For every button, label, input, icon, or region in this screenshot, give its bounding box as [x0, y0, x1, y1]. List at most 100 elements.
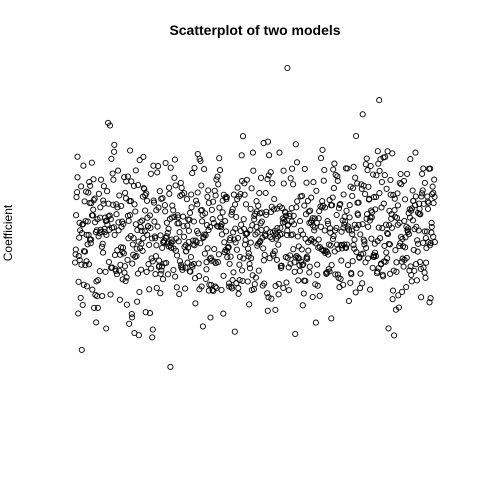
scatter-point	[187, 268, 194, 275]
scatter-point	[110, 201, 117, 208]
scatter-point	[330, 166, 337, 173]
scatter-point	[170, 266, 177, 274]
scatter-point	[370, 171, 377, 178]
scatter-point	[195, 260, 202, 267]
scatter-point	[240, 255, 247, 262]
scatter-point	[220, 272, 227, 279]
scatter-point	[414, 237, 421, 244]
scatter-point	[235, 290, 242, 297]
scatter-point	[280, 180, 287, 187]
scatter-point	[376, 167, 383, 174]
scatter-point	[146, 241, 153, 248]
scatter-point	[309, 293, 316, 301]
scatter-point	[361, 238, 368, 245]
scatter-point	[352, 174, 359, 181]
scatter-point	[109, 170, 116, 177]
scatter-point	[154, 169, 161, 176]
scatter-point	[232, 239, 239, 246]
scatter-point	[267, 234, 274, 241]
scatter-point	[249, 149, 256, 156]
scatter-point	[219, 209, 226, 216]
scatter-point	[84, 218, 91, 225]
scatter-point	[144, 231, 151, 238]
scatter-point	[193, 239, 200, 246]
scatter-point	[140, 235, 147, 242]
scatter-point	[403, 283, 410, 291]
scatter-point	[295, 277, 302, 284]
scatter-point	[351, 236, 358, 243]
scatter-point	[340, 191, 347, 198]
scatter-point	[167, 164, 174, 171]
scatter-point	[153, 284, 160, 292]
scatter-point	[278, 262, 285, 269]
scatter-point	[306, 263, 313, 270]
scatter-point	[196, 273, 203, 280]
scatter-point	[247, 239, 254, 246]
scatter-point	[306, 269, 313, 276]
scatter-point	[122, 277, 129, 285]
scatter-point	[371, 249, 379, 256]
scatter-point	[428, 223, 435, 230]
scatter-point	[351, 221, 358, 228]
scatter-point	[221, 239, 228, 246]
scatter-point	[202, 275, 209, 283]
scatter-point	[199, 323, 206, 330]
scatter-point	[264, 138, 272, 145]
scatter-point	[174, 212, 181, 219]
scatter-point	[383, 249, 390, 256]
scatter-point	[423, 228, 431, 235]
scatter-point	[325, 251, 332, 258]
scatter-point	[244, 278, 251, 285]
scatter-point	[133, 253, 140, 260]
scatter-point	[225, 244, 232, 251]
scatter-point	[431, 193, 438, 200]
scatter-point	[321, 166, 328, 174]
scatter-point	[212, 283, 219, 290]
scatter-point	[232, 201, 239, 208]
scatter-point	[314, 282, 321, 289]
scatter-point	[199, 218, 206, 225]
scatter-point	[411, 267, 418, 274]
scatter-point	[263, 211, 270, 218]
scatter-point	[81, 248, 89, 255]
scatter-point	[116, 192, 123, 199]
scatter-point	[415, 227, 422, 234]
scatter-point	[353, 132, 360, 140]
scatter-point	[136, 288, 143, 296]
scatter-point	[375, 224, 382, 231]
scatter-point	[185, 227, 192, 234]
scatter-point	[349, 258, 356, 265]
scatter-point	[302, 277, 309, 284]
scatter-point	[293, 204, 300, 211]
scatter-point	[126, 212, 133, 219]
scatter-point	[130, 182, 138, 189]
scatter-point	[395, 292, 402, 299]
scatter-point	[146, 212, 153, 219]
scatter-point	[367, 162, 374, 170]
scatter-point	[409, 217, 416, 224]
scatter-point	[324, 218, 331, 225]
scatter-point	[300, 261, 307, 268]
scatter-point	[239, 267, 246, 274]
scatter-point	[359, 221, 366, 228]
scatter-point	[80, 162, 87, 169]
scatter-point	[287, 175, 294, 182]
scatter-point	[357, 231, 364, 238]
scatter-point	[275, 280, 282, 287]
scatter-point	[185, 238, 192, 246]
scatter-point	[285, 287, 292, 294]
scatter-point	[198, 182, 205, 189]
scatter-point	[384, 255, 391, 262]
scatter-point	[362, 190, 369, 198]
scatter-point	[158, 267, 165, 274]
scatter-point	[287, 252, 294, 259]
scatter-point	[192, 300, 199, 307]
scatter-point	[385, 325, 392, 332]
scatter-point	[305, 247, 312, 254]
scatter-point	[337, 275, 344, 282]
scatter-point	[202, 232, 209, 239]
scatter-point	[344, 165, 351, 172]
scatter-point	[111, 231, 118, 238]
scatter-point	[344, 262, 352, 269]
scatter-point	[282, 209, 289, 216]
